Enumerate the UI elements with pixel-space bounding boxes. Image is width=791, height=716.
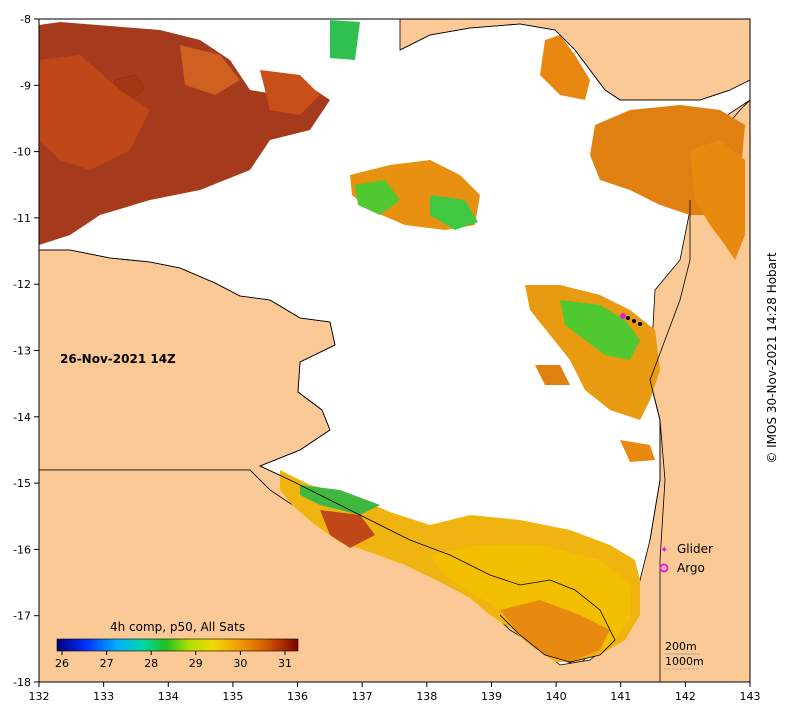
colorbar-tick-label: 30 (233, 657, 247, 670)
x-tick-label: 138 (416, 690, 437, 703)
glider-marker-icon: ✦ (660, 545, 668, 556)
x-tick-label: 134 (158, 690, 179, 703)
argo-label: Argo (677, 561, 705, 575)
coastline (39, 23, 731, 663)
date-label: 26-Nov-2021 14Z (60, 352, 176, 366)
credit-text: © IMOS 30-Nov-2021 14:28 Hobart (764, 252, 779, 464)
colorbar-gradient (56, 638, 299, 652)
colorbar-tick-label: 29 (189, 657, 203, 670)
y-tick-label: -12 (13, 278, 31, 291)
x-axis: 132 133 134 135 136 137 138 139 140 141 142 143 (29, 682, 761, 703)
glider-track (620, 313, 642, 326)
x-tick-label: 137 (352, 690, 373, 703)
y-tick-label: -14 (13, 411, 31, 424)
depth-200-label: 200m (665, 640, 697, 653)
y-axis: -8 -9 -10 -11 -12 -13 -14 -15 -16 -17 -18 (13, 13, 39, 689)
x-tick-label: 132 (29, 690, 50, 703)
x-tick-label: 135 (222, 690, 243, 703)
y-tick-label: -11 (13, 212, 31, 225)
y-tick-label: -16 (13, 543, 31, 556)
depth-legend: 200m 1000m (664, 640, 704, 670)
credit-text-container: © IMOS 30-Nov-2021 14:28 Hobart (752, 0, 791, 716)
marker-legend: ✦ Glider Argo (659, 542, 713, 575)
y-tick-label: -13 (13, 345, 31, 358)
y-tick-label: -15 (13, 477, 31, 490)
colorbar-tick-label: 31 (278, 657, 292, 670)
argo-marker-icon (659, 563, 669, 573)
colorbar-title: 4h comp, p50, All Sats (110, 620, 245, 634)
colorbar-tick-label: 28 (144, 657, 158, 670)
x-tick-label: 143 (740, 690, 761, 703)
x-tick-label: 142 (675, 690, 696, 703)
y-tick-label: -9 (20, 79, 31, 92)
colorbar-tick-label: 27 (100, 657, 114, 670)
x-tick-label: 136 (287, 690, 308, 703)
colorbar: 4h comp, p50, All Sats 26 27 28 29 30 31 (55, 620, 299, 670)
y-tick-label: -18 (13, 676, 31, 689)
x-tick-label: 139 (481, 690, 502, 703)
sst-data (39, 20, 745, 662)
y-tick-label: -8 (20, 13, 31, 26)
y-tick-label: -17 (13, 610, 31, 623)
x-tick-label: 141 (610, 690, 631, 703)
y-tick-label: -10 (13, 146, 31, 159)
x-tick-label: 133 (93, 690, 114, 703)
x-tick-label: 140 (546, 690, 567, 703)
depth-1000-label: 1000m (665, 655, 704, 668)
glider-label: Glider (677, 542, 713, 556)
colorbar-ticks: 26 27 28 29 30 31 (55, 651, 292, 670)
colorbar-tick-label: 26 (55, 657, 69, 670)
